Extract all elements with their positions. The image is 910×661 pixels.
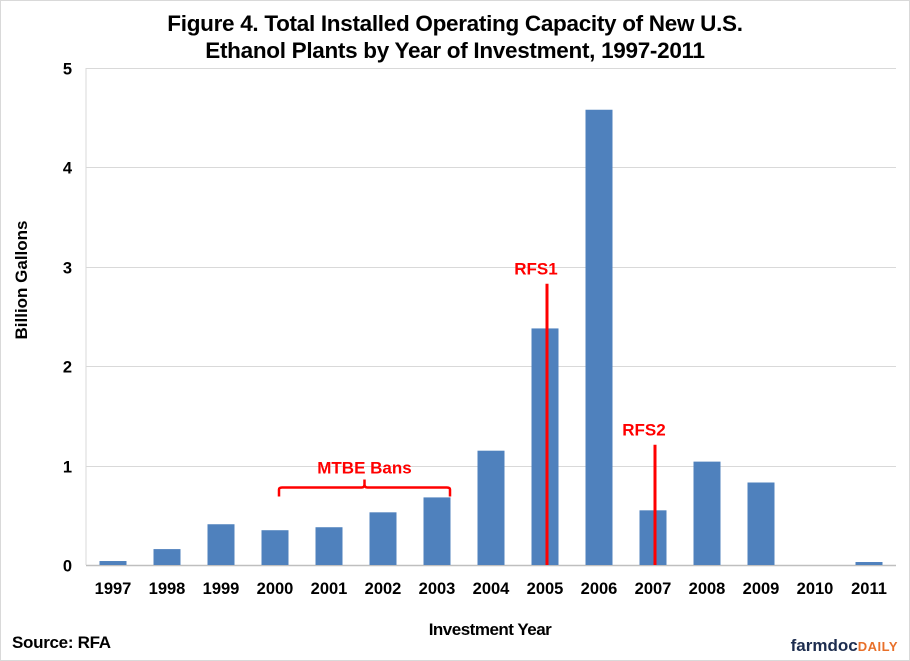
logo-main-text: farmdoc (790, 636, 858, 655)
bar-1998 (153, 549, 181, 565)
bar-2008 (693, 461, 721, 565)
x-axis-label: Investment Year (428, 620, 552, 639)
source-note: Source: RFA (12, 633, 111, 652)
chart-title: Figure 4. Total Installed Operating Capa… (0, 10, 910, 64)
y-tick-label: 4 (63, 160, 73, 178)
x-tick-label: 2000 (257, 580, 294, 598)
x-tick-labels: 1997 1998 1999 2000 2001 2002 2003 2004 2005 2006… (95, 580, 887, 598)
bar-2005 (531, 328, 559, 565)
x-tick-label: 2005 (527, 580, 564, 598)
x-tick-label: 2011 (851, 580, 887, 598)
bar-2002 (369, 512, 397, 565)
chart-title-line1: Figure 4. Total Installed Operating Capa… (167, 11, 743, 36)
rfs2-label: RFS2 (622, 421, 665, 440)
bars (99, 109, 883, 566)
bar-2004 (477, 450, 505, 565)
chart-title-line2: Ethanol Plants by Year of Investment, 19… (205, 38, 705, 63)
bar-2007 (639, 510, 667, 565)
annotations: MTBE Bans RFS1 RFS2 (277, 260, 666, 565)
bar-2011 (855, 562, 883, 565)
x-tick-label: 2009 (743, 580, 780, 598)
x-tick-label: 1998 (149, 580, 186, 598)
x-tick-label: 2010 (797, 580, 834, 598)
y-tick-labels: 0 1 2 3 4 5 (63, 61, 73, 576)
bar-1999 (207, 524, 235, 565)
y-tick-label: 5 (63, 61, 72, 79)
rfs1-label: RFS1 (514, 260, 557, 279)
x-tick-label: 2004 (473, 580, 511, 598)
bar-2003 (423, 497, 451, 565)
bar-2001 (315, 527, 343, 565)
farmdoc-daily-logo: farmdocDAILY (791, 636, 898, 656)
x-tick-label: 2001 (311, 580, 348, 598)
x-tick-label: 2003 (419, 580, 456, 598)
x-tick-label: 2007 (635, 580, 672, 598)
y-tick-label: 0 (63, 558, 72, 576)
y-tick-label: 1 (63, 459, 72, 477)
y-tick-label: 2 (63, 359, 72, 377)
x-tick-label: 2008 (689, 580, 726, 598)
mtbe-bans-label: MTBE Bans (317, 458, 411, 477)
x-tick-label: 2006 (581, 580, 618, 598)
x-tick-label: 2002 (365, 580, 402, 598)
bar-2000 (261, 530, 289, 565)
mtbe-bans-bracket (277, 479, 452, 497)
x-tick-label: 1999 (203, 580, 240, 598)
bar-2009 (747, 482, 775, 565)
bar-2006 (585, 109, 613, 566)
logo-accent-text: DAILY (857, 639, 898, 654)
x-tick-label: 1997 (95, 580, 132, 598)
bar-1997 (99, 561, 127, 565)
y-tick-label: 3 (63, 260, 72, 278)
